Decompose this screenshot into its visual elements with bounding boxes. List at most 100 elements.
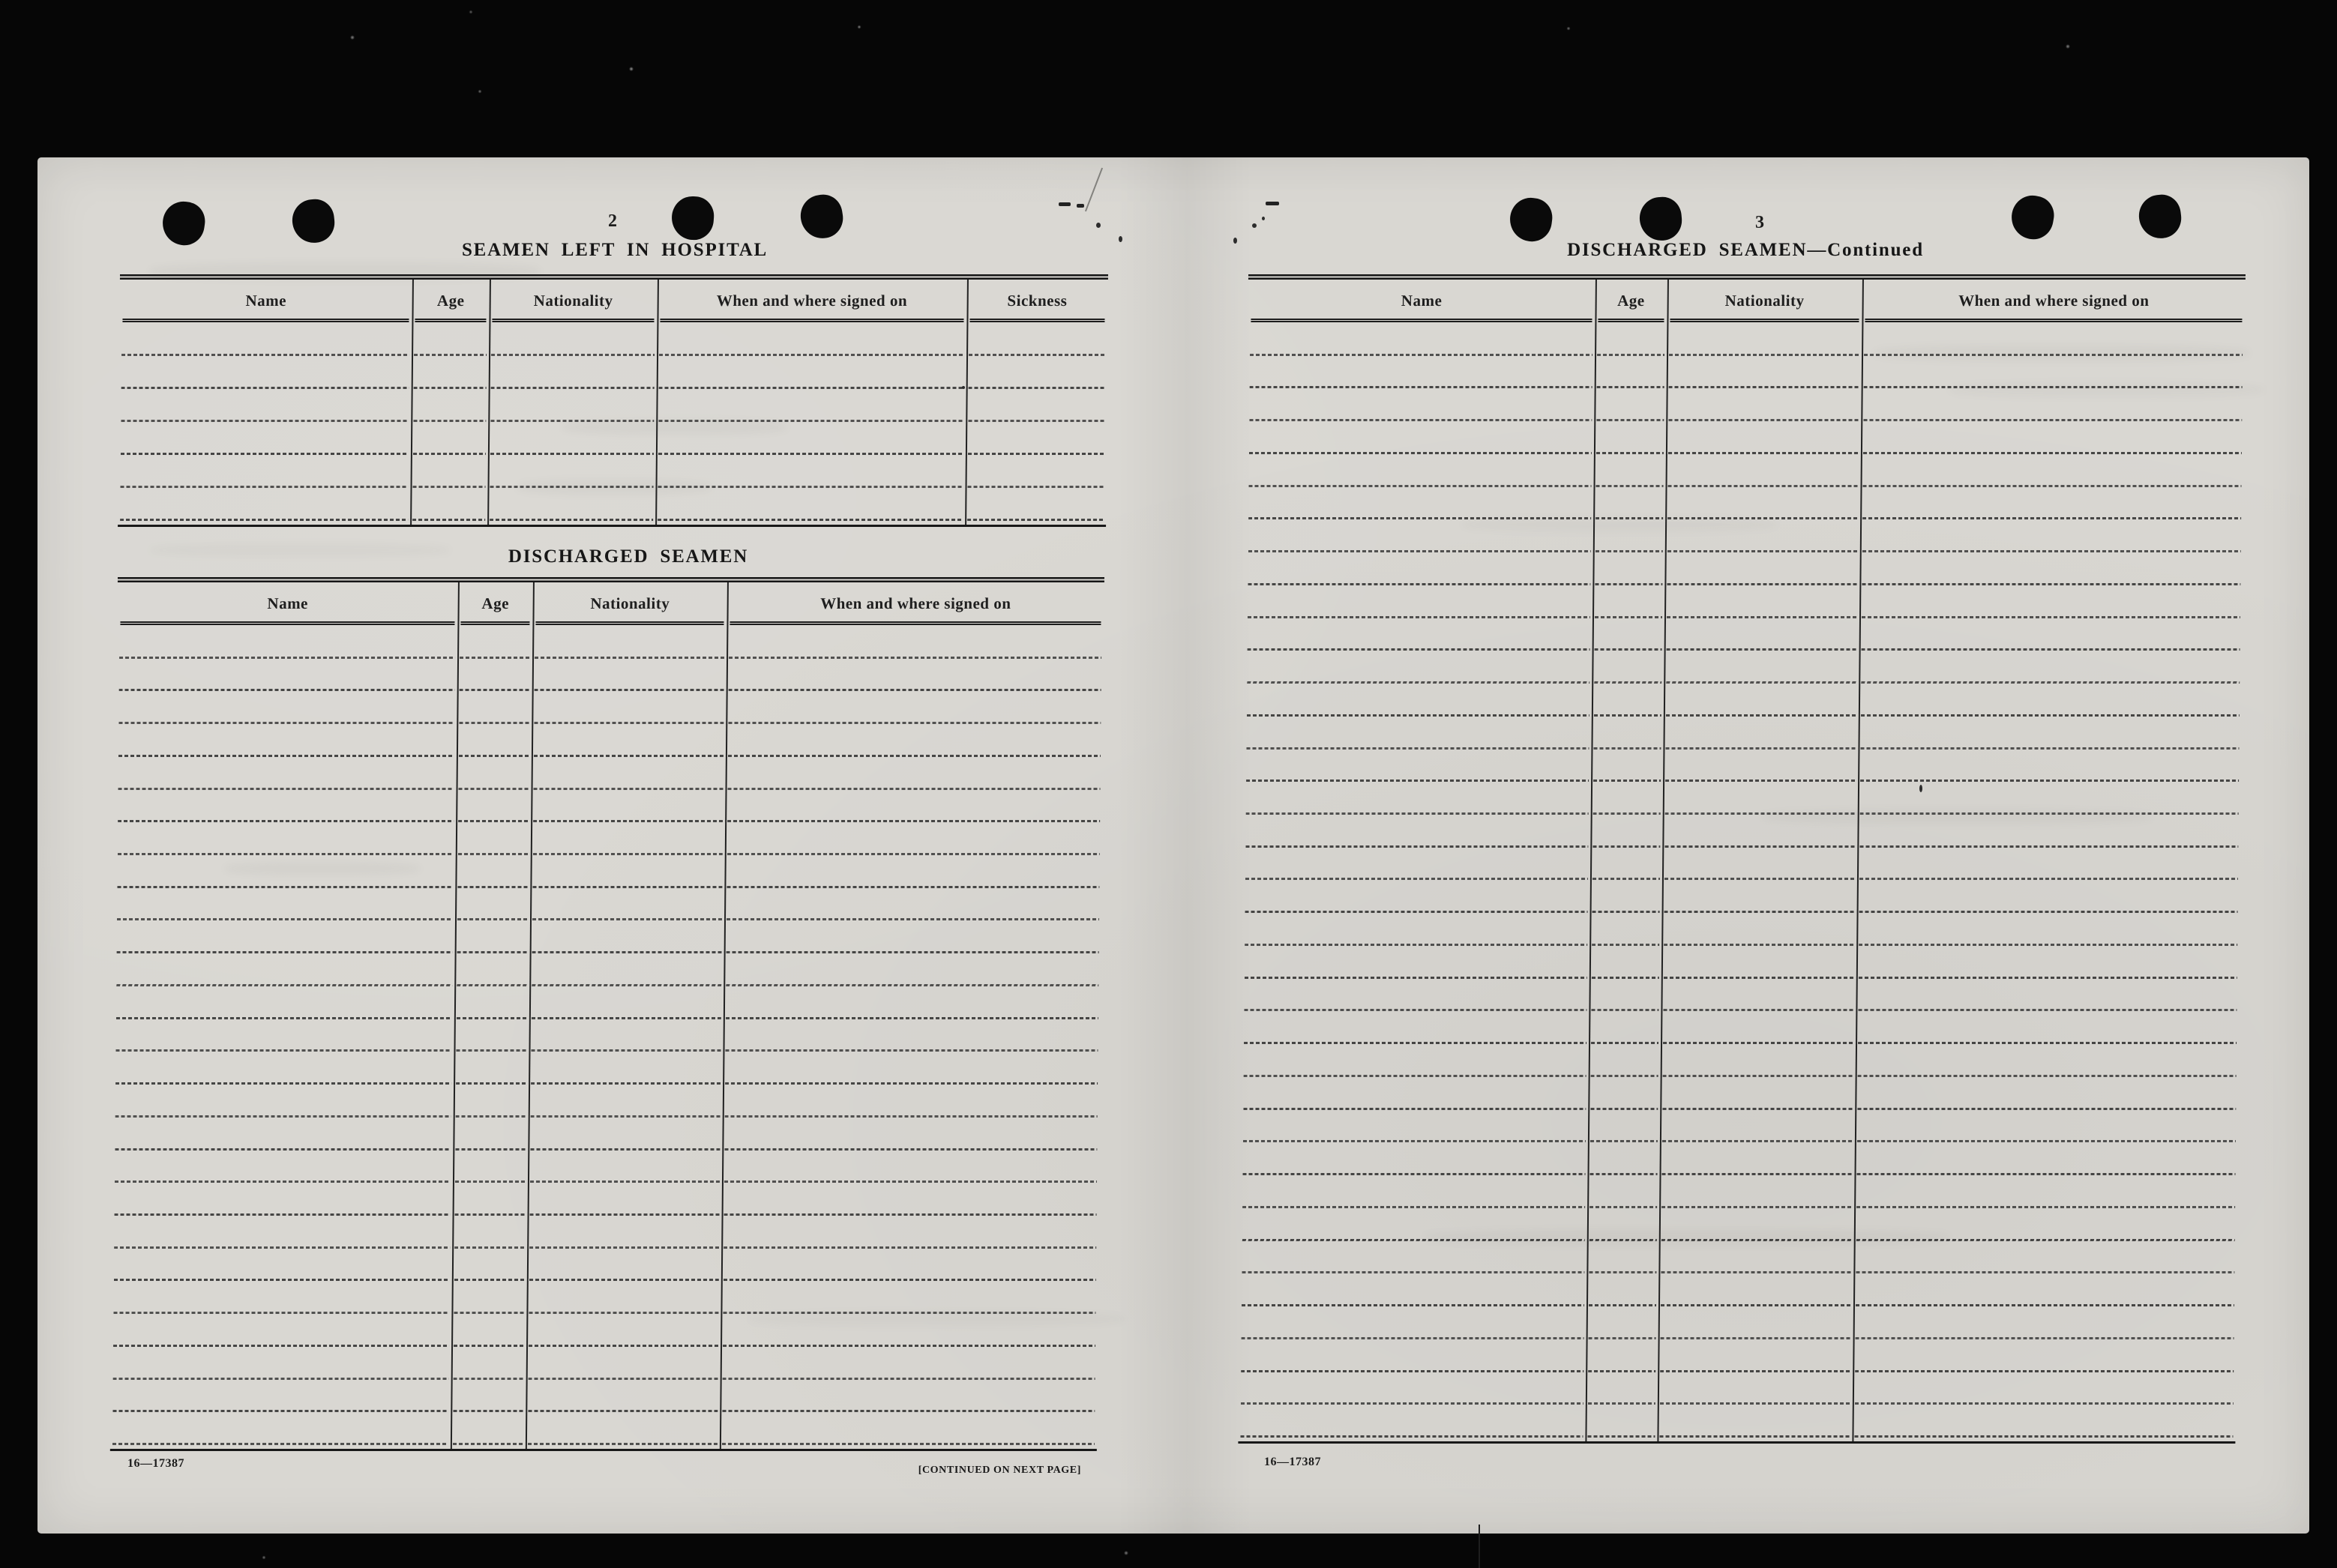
- blank-table-row: [1240, 1207, 2237, 1240]
- discharged-table-title: DISCHARGED SEAMEN: [508, 546, 749, 567]
- blank-table-row: [1242, 1010, 2239, 1043]
- blank-table-row: [114, 953, 1101, 986]
- blank-table-row: [118, 454, 1107, 487]
- ink-speck: [1119, 236, 1122, 242]
- column-header-signed-on: When and where signed on: [657, 280, 966, 322]
- discharged-seamen-table: Name Age Nationality When and where sign…: [110, 577, 1104, 1451]
- column-header-nationality: Nationality: [489, 280, 658, 322]
- column-header-name: Name: [117, 582, 458, 625]
- blank-table-row: [1245, 683, 2242, 716]
- blank-table-row: [1242, 912, 2240, 945]
- blank-table-row: [110, 1379, 1097, 1412]
- blank-table-row: [1242, 1043, 2239, 1076]
- blank-table-row: [1239, 1339, 2236, 1372]
- punch-hole: [2136, 192, 2184, 241]
- blank-table-row: [1248, 322, 2245, 355]
- right-form-number: 16—17387: [1264, 1456, 1321, 1468]
- blank-table-row: [1243, 879, 2240, 912]
- punch-hole: [670, 195, 715, 241]
- blank-table-row: [118, 388, 1107, 421]
- table-header-row: Name Age Nationality When and where sign…: [117, 582, 1104, 625]
- blank-table-row: [1248, 355, 2245, 388]
- blank-table-row: [1245, 552, 2243, 585]
- blank-table-row: [1239, 1273, 2237, 1306]
- blank-table-row: [1245, 585, 2243, 618]
- page-gutter-shading: [1117, 157, 1252, 1534]
- table-body: [110, 625, 1104, 1444]
- blank-table-row: [116, 756, 1103, 789]
- blank-table-row: [1244, 716, 2241, 749]
- blank-table-row: [111, 1280, 1098, 1313]
- bleed-through-mark: [150, 543, 450, 557]
- blank-table-row: [115, 920, 1101, 953]
- blank-table-row: [1244, 781, 2241, 814]
- fold-shadow: [1479, 1525, 1480, 1568]
- blank-table-row: [115, 789, 1102, 822]
- blank-table-row: [1244, 749, 2241, 782]
- continued-on-next-page-note: [CONTINUED ON NEXT PAGE]: [918, 1465, 1081, 1476]
- blank-table-row: [115, 821, 1102, 854]
- column-header-signed-on: When and where signed on: [727, 582, 1104, 625]
- blank-table-row: [119, 355, 1107, 388]
- ledger-spread-paper: 2 SEAMEN LEFT IN HOSPITAL Name Age Natio…: [37, 157, 2309, 1534]
- blank-table-row: [115, 854, 1101, 887]
- blank-table-row: [1238, 1404, 2235, 1437]
- blank-table-row: [112, 1150, 1099, 1183]
- crease-mark: [1084, 167, 1104, 212]
- column-header-name: Name: [1248, 280, 1595, 322]
- blank-table-row: [1242, 945, 2240, 978]
- blank-table-row: [113, 1051, 1100, 1084]
- column-header-age: Age: [457, 582, 533, 625]
- punch-hole: [2008, 192, 2057, 243]
- column-header-sickness: Sickness: [966, 280, 1108, 322]
- blank-table-row: [1239, 1372, 2236, 1405]
- blank-table-row: [1247, 453, 2244, 486]
- ink-speck: [1096, 223, 1101, 228]
- punch-hole: [160, 199, 208, 248]
- punch-hole: [1507, 195, 1555, 244]
- blank-table-row: [112, 1215, 1098, 1248]
- blank-table-row: [1243, 814, 2240, 847]
- blank-table-row: [1239, 1240, 2237, 1273]
- blank-table-row: [118, 421, 1107, 454]
- ink-speck: [1266, 202, 1279, 205]
- blank-table-row: [112, 1248, 1098, 1281]
- blank-table-row: [1245, 650, 2242, 683]
- punch-hole: [290, 197, 337, 245]
- seamen-left-in-hospital-table: Name Age Nationality When and where sign…: [118, 274, 1108, 527]
- blank-table-row: [1246, 519, 2243, 552]
- blank-table-row: [117, 658, 1104, 691]
- table-body: [118, 322, 1107, 520]
- blank-table-row: [114, 986, 1101, 1019]
- blank-table-row: [1247, 420, 2244, 453]
- blank-table-row: [1242, 978, 2239, 1011]
- table-header-row: Name Age Nationality When and where sign…: [119, 280, 1107, 322]
- blank-table-row: [111, 1346, 1098, 1379]
- discharged-continued-title: DISCHARGED SEAMEN—Continued: [1567, 240, 1924, 260]
- table-body: [1238, 322, 2245, 1437]
- column-header-signed-on: When and where signed on: [1862, 280, 2246, 322]
- blank-table-row: [113, 1019, 1100, 1052]
- column-header-age: Age: [412, 280, 490, 322]
- blank-table-row: [1243, 847, 2240, 880]
- ink-speck: [1262, 217, 1265, 220]
- blank-table-row: [1240, 1175, 2237, 1207]
- blank-table-row: [115, 887, 1101, 920]
- ink-speck: [1233, 238, 1237, 244]
- table-header-row: Name Age Nationality When and where sign…: [1248, 280, 2245, 322]
- blank-table-row: [116, 690, 1103, 723]
- blank-table-row: [1247, 388, 2244, 420]
- blank-table-row: [1241, 1076, 2238, 1109]
- right-page-number: 3: [1755, 213, 1764, 232]
- column-header-age: Age: [1595, 280, 1667, 322]
- column-header-name: Name: [119, 280, 412, 322]
- blank-table-row: [1241, 1142, 2238, 1175]
- blank-table-row: [1245, 618, 2243, 651]
- ink-speck: [1059, 202, 1071, 206]
- left-page-number: 2: [608, 211, 617, 231]
- column-header-nationality: Nationality: [1667, 280, 1862, 322]
- blank-table-row: [113, 1084, 1100, 1117]
- blank-table-row: [1239, 1306, 2237, 1339]
- blank-table-row: [119, 322, 1107, 355]
- blank-table-row: [112, 1117, 1099, 1150]
